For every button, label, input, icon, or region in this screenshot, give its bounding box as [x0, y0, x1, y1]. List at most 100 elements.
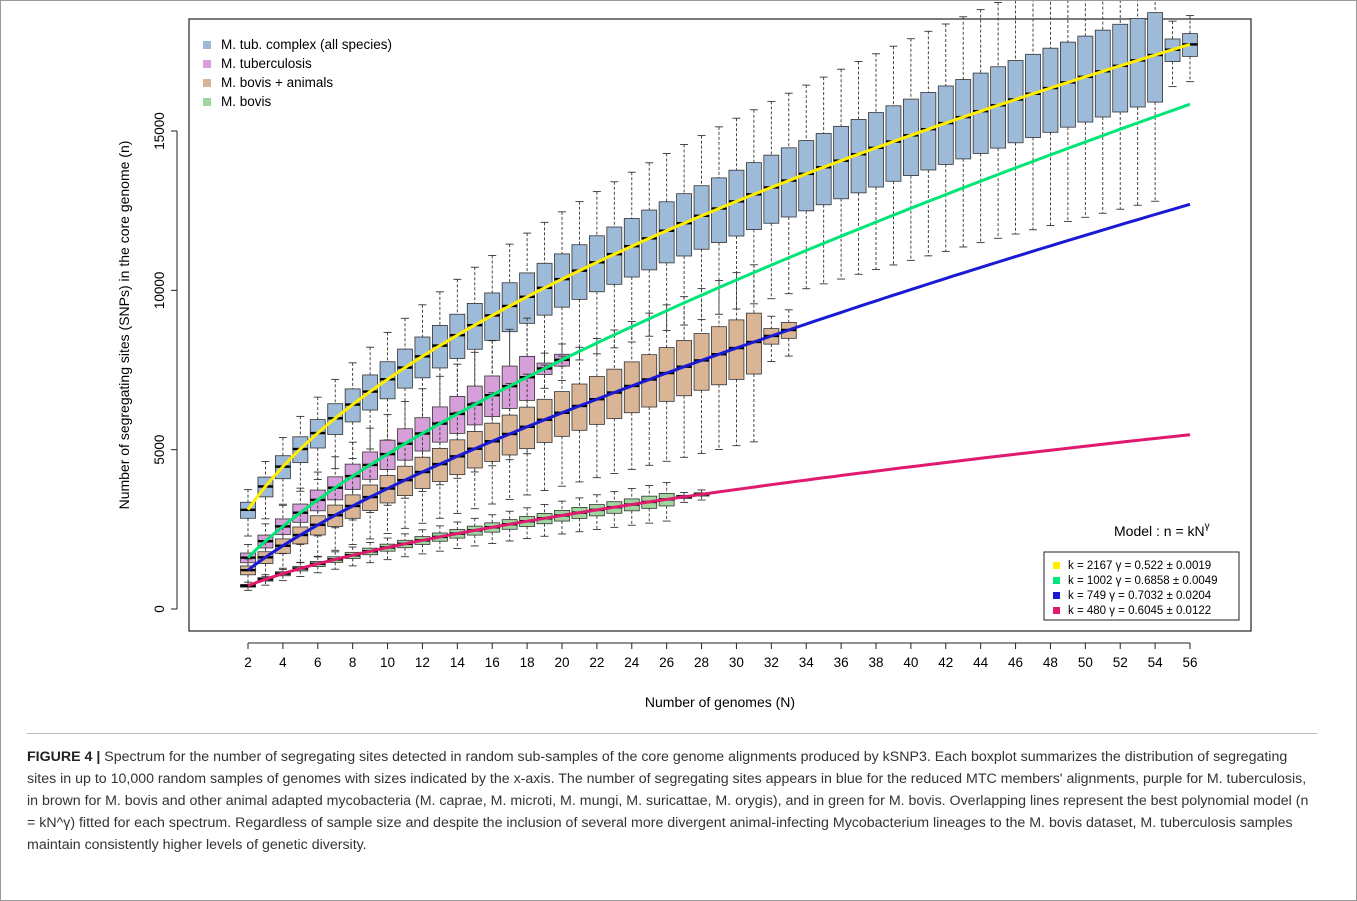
model-curves: [246, 42, 1191, 588]
boxplot: [554, 355, 570, 487]
x-tick-label: 20: [554, 655, 569, 670]
boxplot: [571, 346, 588, 483]
boxplot: [868, 53, 884, 271]
model-legend-box: [1043, 551, 1240, 621]
legend-label: M. bovis + animals: [221, 75, 333, 90]
boxplot: [623, 488, 640, 526]
x-tick-label: 44: [973, 655, 989, 670]
boxplot: [536, 364, 553, 491]
boxplot: [641, 485, 658, 524]
x-tick-label: 4: [279, 655, 287, 670]
boxplot: [1129, 1, 1146, 206]
boxplot: [641, 162, 658, 337]
legend-label: M. bovis: [221, 94, 272, 109]
legend-label: M. tuberculosis: [221, 56, 312, 71]
legend-swatch: [203, 41, 211, 49]
figure-caption: FIGURE 4 | Spectrum for the number of se…: [27, 733, 1317, 856]
boxplot: [763, 100, 780, 300]
legend-swatch: [203, 98, 211, 106]
boxplot: [885, 45, 902, 266]
boxplot: [240, 581, 256, 591]
model-legend-swatch: [1053, 592, 1060, 599]
x-tick-label: 28: [694, 655, 709, 670]
caption-text: Spectrum for the number of segregating s…: [27, 749, 1309, 853]
boxplot: [240, 489, 256, 537]
boxplot: [257, 461, 274, 520]
boxplot: [833, 68, 850, 280]
y-tick-label: 10000: [152, 272, 167, 310]
boxplot: [606, 181, 623, 349]
x-tick-label: 14: [450, 655, 466, 670]
boxplot: [623, 321, 640, 470]
boxplot: [728, 272, 745, 447]
boxplot: [955, 16, 972, 248]
model-title-sup: γ: [1205, 521, 1210, 532]
y-axis: 0 5000 10000 15000: [152, 112, 178, 613]
boxplot: [1007, 1, 1024, 235]
boxplot: [693, 288, 710, 454]
legend-swatch: [203, 79, 211, 87]
x-tick-label: 56: [1182, 655, 1197, 670]
x-tick-label: 54: [1148, 655, 1164, 670]
boxplot: [1025, 1, 1041, 231]
boxplot: [920, 30, 937, 257]
y-axis-label: Number of segregating sites (SNPs) in th…: [116, 141, 132, 510]
boxplot: [972, 9, 989, 244]
boxplot: [588, 191, 605, 355]
y-tick-label: 5000: [152, 435, 167, 465]
model-curve: [246, 102, 1191, 559]
x-tick-label: 30: [729, 655, 744, 670]
boxplot: [1059, 1, 1076, 222]
model-title: Model : n = kNγ: [1114, 521, 1210, 539]
x-tick-label: 50: [1078, 655, 1093, 670]
boxplot: [711, 280, 727, 450]
boxplot: [902, 38, 919, 261]
x-tick-label: 12: [415, 655, 430, 670]
boxplot: [1112, 1, 1129, 210]
x-axis: 2 4 6 8 10 12 14 16 18 20 22 24 26 28 30 32 34 36 38 40 42 44…: [244, 642, 1198, 670]
x-tick-label: 18: [520, 655, 535, 670]
boxplot: [798, 84, 815, 290]
y-tick-label: 15000: [152, 112, 167, 150]
boxplot: [641, 312, 658, 466]
x-tick-label: 40: [903, 655, 918, 670]
boxplots: [240, 1, 1198, 591]
model-legend-swatch: [1053, 577, 1060, 584]
boxplot: [449, 278, 466, 408]
x-tick-label: 24: [624, 655, 640, 670]
boxplot: [658, 153, 675, 332]
x-tick-label: 8: [349, 655, 357, 670]
boxplot: [658, 482, 675, 522]
boxplot: [1042, 1, 1059, 227]
x-tick-label: 48: [1043, 655, 1058, 670]
boxplot: [1077, 1, 1094, 218]
x-tick-label: 32: [764, 655, 779, 670]
boxplot: [693, 135, 710, 321]
snp-spectrum-chart: 2 4 6 8 10 12 14 16 18 20 22 24 26 28 30 32 34 36 38 40 42 44…: [116, 1, 1252, 710]
boxplot: [588, 338, 605, 479]
model-curve: [246, 42, 1191, 511]
x-tick-label: 22: [589, 655, 604, 670]
x-tick-label: 6: [314, 655, 322, 670]
x-tick-label: 38: [868, 655, 883, 670]
boxplot: [554, 211, 570, 367]
model-legend-swatch: [1053, 562, 1060, 569]
boxplot: [850, 61, 867, 275]
x-tick-label: 46: [1008, 655, 1023, 670]
x-axis-label: Number of genomes (N): [645, 694, 795, 710]
model-legend-swatch: [1053, 607, 1060, 614]
x-tick-label: 36: [834, 655, 849, 670]
y-tick-label: 0: [152, 605, 167, 613]
legend-swatch: [203, 60, 211, 68]
model-legend-label: k = 1002 γ = 0.6858 ± 0.0049: [1068, 575, 1218, 587]
model-legend-label: k = 749 γ = 0.7032 ± 0.0204: [1068, 590, 1212, 602]
boxplot: [937, 23, 954, 252]
boxplot: [606, 329, 623, 474]
boxplot: [1094, 1, 1111, 214]
model-curve: [247, 433, 1191, 588]
boxplot: [571, 201, 588, 361]
boxplot: [780, 92, 797, 295]
boxplot: [1164, 20, 1181, 88]
boxplot: [990, 2, 1007, 239]
